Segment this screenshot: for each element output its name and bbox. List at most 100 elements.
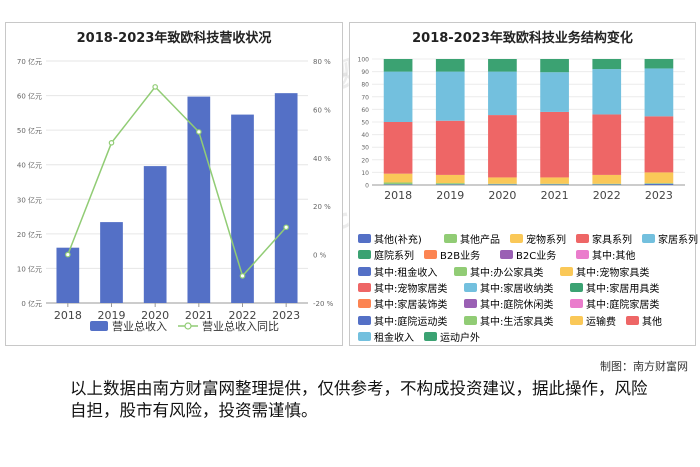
stacked-bar-segment: [644, 116, 674, 173]
legend-item[interactable]: 其中:庭院家居类: [570, 296, 659, 311]
legend-item[interactable]: 家居系列: [642, 231, 698, 246]
stacked-bar-segment: [592, 69, 622, 115]
legend-swatch: [358, 234, 371, 243]
stacked-bar-segment: [540, 184, 569, 185]
legend-item[interactable]: B2C业务: [500, 247, 556, 262]
stacked-bar-segment: [644, 183, 674, 184]
legend-label: 其中:庭院家居类: [586, 300, 660, 312]
structure-chart-svg: 0 10 20 30 40 50 60 70 80 90 100 2018 2019 2020 2021 20…: [358, 57, 685, 202]
stacked-bar-segment: [644, 172, 674, 184]
y2-tick-label: 0 %: [313, 252, 327, 260]
legend-label: 租金收入: [374, 332, 414, 344]
legend-item[interactable]: 其中:家居收纳类: [464, 280, 553, 295]
y-tick-label: 40 亿元: [17, 161, 42, 170]
yoy-growth-point: [196, 129, 202, 135]
stacked-bar-segment: [592, 184, 622, 185]
legend-item[interactable]: 其中:庭院休闲类: [464, 296, 553, 311]
yoy-growth-point: [65, 251, 71, 258]
legend-item[interactable]: 庭院系列: [358, 247, 414, 262]
yoy-growth-point: [152, 84, 158, 90]
legend-label: 其中:庭院运动类: [374, 316, 448, 328]
y-tick-label: 100: [358, 57, 370, 64]
legend-item[interactable]: 其中:宠物家具类: [560, 264, 649, 279]
revenue-chart-svg: 0 亿元 10 亿元 20 亿元 30 亿元 40 亿元 50 亿元 60 亿元 70 亿元 -…: [17, 57, 334, 333]
y-tick-label: 20 亿元: [17, 230, 42, 239]
stacked-bar-segment: [488, 59, 517, 72]
legend-item[interactable]: 其中:家居装饰类: [358, 296, 447, 311]
x-tick-label: 2018: [54, 309, 82, 322]
legend-item[interactable]: 其他产品: [444, 231, 500, 246]
legend-swatch-yoy-marker: [184, 322, 192, 330]
legend-swatch: [358, 266, 371, 276]
legend-item[interactable]: 其中:其他: [576, 247, 635, 262]
legend-item[interactable]: 宠物系列: [510, 231, 566, 246]
legend-item[interactable]: 其中:庭院运动类: [358, 313, 447, 328]
legend-item[interactable]: 租金收入: [358, 329, 414, 344]
legend-item[interactable]: 其中:家居用具类: [570, 280, 659, 295]
revenue-bar: [187, 96, 211, 303]
y-tick-label: 50 亿元: [17, 126, 42, 135]
legend-label: 庭院系列: [374, 251, 414, 263]
x-tick-label: 2022: [593, 189, 621, 202]
stacked-bar-segment: [383, 122, 413, 174]
stacked-bar-segment: [644, 68, 674, 117]
legend-swatch: [464, 299, 477, 309]
stacked-bar-segment: [540, 59, 569, 73]
y2-tick-label: 20 %: [313, 203, 331, 211]
legend-item[interactable]: 其中:生活家具类: [464, 313, 553, 328]
legend-swatch: [358, 315, 371, 325]
legend-item[interactable]: 其他: [626, 313, 662, 328]
legend-label: 宠物系列: [526, 235, 566, 246]
legend-swatch: [560, 266, 573, 276]
legend-label: 其中:生活家具类: [480, 316, 554, 328]
stacked-bar-segment: [435, 183, 465, 185]
revenue-chart-panel: 2018-2023年致欧科技营收状况 0 亿元 10 亿元 20 亿元 30 亿元 40…: [5, 22, 343, 346]
legend-swatch: [500, 250, 513, 260]
y2-tick-label: -20 %: [313, 300, 334, 308]
legend-item[interactable]: B2B业务: [424, 247, 480, 262]
chart-title: 2018-2023年致欧科技业务结构变化: [412, 31, 633, 46]
x-tick-label: 2021: [541, 189, 569, 202]
legend-label: B2C业务: [516, 251, 557, 263]
legend-label: 其中:庭院休闲类: [480, 300, 554, 312]
legend-item[interactable]: 运动户外: [424, 329, 480, 344]
stacked-bar-segment: [540, 72, 569, 112]
stacked-bar-segment: [435, 174, 465, 184]
yoy-growth-point: [108, 139, 115, 146]
legend-swatch: [626, 315, 639, 325]
legend-label: 其中:家居收纳类: [480, 283, 554, 295]
y-tick-label: 0: [365, 183, 369, 190]
stacked-bar-segment: [592, 183, 622, 185]
x-tick-label: 2023: [272, 309, 300, 322]
stacked-bar-segment: [488, 183, 517, 185]
legend-item[interactable]: 运输费: [570, 313, 616, 328]
legend-item[interactable]: 其中:租金收入: [358, 264, 437, 279]
legend-label: 其中:宠物家居类: [374, 283, 448, 295]
y2-tick-label: 80 %: [313, 58, 331, 66]
legend-swatch: [358, 299, 371, 309]
stacked-bar-segment: [644, 59, 674, 69]
legend-item[interactable]: 其中:办公家具类: [454, 264, 543, 279]
revenue-bar: [143, 166, 167, 303]
legend-swatch: [424, 250, 437, 260]
stacked-bar-segment: [383, 184, 413, 185]
legend-swatch: [576, 250, 589, 260]
y-tick-label: 30: [361, 145, 369, 152]
legend-label: B2B业务: [440, 251, 481, 263]
y2-tick-label: 40 %: [313, 155, 331, 163]
legend-swatch: [570, 282, 583, 292]
stacked-bar-segment: [540, 183, 569, 185]
x-tick-label: 2021: [185, 309, 213, 322]
legend-item[interactable]: 其他(补充): [358, 231, 422, 246]
revenue-bar: [56, 247, 80, 303]
stacked-bar-segment: [644, 183, 674, 185]
stacked-bar-segment: [435, 184, 465, 185]
y-tick-label: 10 亿元: [17, 264, 42, 273]
disclaimer-text: 以上数据由南方财富网整理提供，仅供参考，不构成投资建议，据此操作，风险自担，股市…: [70, 379, 648, 420]
legend-item[interactable]: 其中:宠物家居类: [358, 280, 447, 295]
legend-label: 运动户外: [440, 332, 480, 344]
x-tick-label: 2018: [384, 189, 412, 202]
legend-item[interactable]: 家具系列: [576, 231, 632, 246]
legend-swatch: [358, 331, 371, 341]
legend-swatch: [464, 282, 477, 292]
